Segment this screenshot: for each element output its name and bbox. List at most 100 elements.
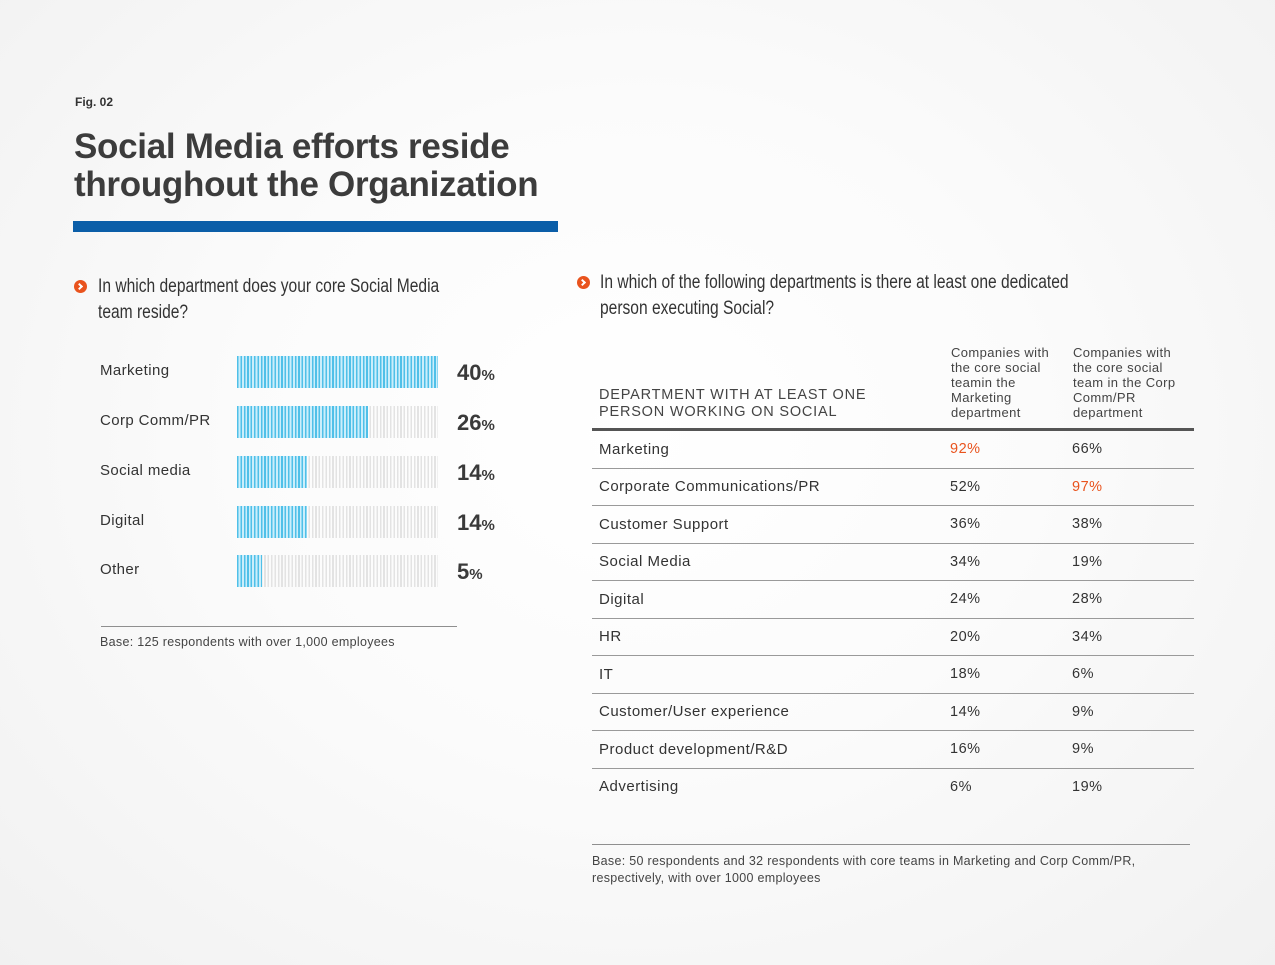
left-question: In which department does your core Socia… — [98, 274, 524, 326]
department-cell: IT — [592, 655, 944, 694]
left-base-note: Base: 125 respondents with over 1,000 em… — [100, 635, 395, 649]
department-cell: Customer/User experience — [592, 693, 944, 731]
bar-value-unit: % — [481, 467, 495, 484]
bar — [237, 555, 262, 587]
table-row: Customer/User experience 14% 9% — [592, 693, 1194, 731]
table-row: IT 18% 6% — [592, 655, 1194, 694]
percentage-cell: 6% — [950, 778, 972, 795]
bar-track — [237, 406, 438, 438]
right-question-line-2: person executing Social? — [600, 298, 775, 319]
bar-value-label: 5% — [457, 559, 483, 585]
title-accent-rule — [73, 221, 558, 232]
percentage-cell: 92% — [944, 429, 1066, 469]
chevron-right-bullet-icon — [577, 276, 590, 289]
bar-value-unit: % — [481, 517, 495, 534]
bar-value-number: 5 — [457, 559, 470, 584]
bar-row: Digital 14% — [100, 506, 520, 540]
bar — [237, 406, 368, 438]
bar-row: Marketing 40% — [100, 356, 520, 390]
left-question-line-1: In which department does your core Socia… — [98, 276, 440, 297]
percentage-cell: 38% — [1066, 505, 1194, 544]
bar-label: Social media — [100, 462, 191, 479]
left-divider — [101, 626, 457, 627]
bar-value-label: 26% — [457, 410, 495, 436]
percentage-cell: 34% — [1066, 618, 1194, 656]
department-cell: Advertising — [599, 778, 679, 796]
bar — [237, 506, 307, 538]
department-cell: Product development/R&D — [592, 730, 944, 769]
department-cell: Corporate Communications/PR — [592, 468, 944, 506]
bar-value-label: 14% — [457, 510, 495, 536]
right-base-note: Base: 50 respondents and 32 respondents … — [592, 853, 1232, 887]
bar-row: Corp Comm/PR 26% — [100, 406, 520, 440]
department-cell: Customer Support — [592, 505, 944, 544]
percentage-cell: 6% — [1066, 655, 1194, 694]
table-row: Product development/R&D 16% 9% — [592, 730, 1194, 769]
department-table: DEPARTMENT WITH AT LEAST ONE PERSON WORKI… — [592, 340, 1194, 805]
table-body: Marketing 92% 66% Corporate Communications/… — [592, 429, 1194, 806]
table-row: Customer Support 36% 38% — [592, 505, 1194, 544]
bar-label: Corp Comm/PR — [100, 412, 211, 429]
column-header: DEPARTMENT WITH AT LEAST ONE PERSON WORKI… — [592, 340, 944, 431]
percentage-cell: 52% — [944, 468, 1066, 506]
right-question-line-1: In which of the following departments is… — [600, 272, 1069, 293]
bar-track — [237, 555, 438, 587]
percentage-cell: 36% — [944, 505, 1066, 544]
column-header: Companies with the core social teamin the M… — [944, 340, 1066, 431]
right-base-note-line-2: respectively, with over 1000 employees — [592, 871, 821, 885]
percentage-cell: 19% — [1066, 543, 1194, 581]
table-row: Corporate Communications/PR 52% 97% — [592, 468, 1194, 506]
percentage-cell: 14% — [944, 693, 1066, 731]
department-cell: Digital — [592, 580, 944, 619]
percentage-cell: 9% — [1066, 730, 1194, 769]
bar-value-unit: % — [469, 566, 483, 583]
bar-value-number: 40 — [457, 360, 482, 385]
bar-value-unit: % — [481, 417, 495, 434]
percentage-cell: 28% — [1066, 580, 1194, 619]
bar-track — [237, 506, 438, 538]
department-cell: Social Media — [592, 543, 944, 581]
chevron-right-bullet-icon — [74, 280, 87, 293]
bar-value-unit: % — [481, 367, 495, 384]
bar-value-label: 40% — [457, 360, 495, 386]
bar — [237, 356, 438, 388]
bar-label: Marketing — [100, 362, 170, 379]
page-title-line-2: throughout the Organization — [74, 165, 539, 204]
right-question: In which of the following departments is… — [600, 270, 1190, 322]
bar-value-number: 14 — [457, 460, 482, 485]
bar-label: Digital — [100, 512, 145, 529]
percentage-cell: 19% — [1072, 778, 1103, 795]
percentage-cell: 20% — [944, 618, 1066, 656]
page-title-line-1: Social Media efforts reside — [74, 127, 510, 166]
department-cell: Marketing — [592, 429, 944, 469]
percentage-cell: 9% — [1066, 693, 1194, 731]
bar-track — [237, 456, 438, 488]
table-row: Social Media 34% 19% — [592, 543, 1194, 581]
bar-label: Other — [100, 561, 140, 578]
left-question-line-2: team reside? — [98, 302, 189, 323]
bar-value-number: 26 — [457, 410, 482, 435]
right-base-note-line-1: Base: 50 respondents and 32 respondents … — [592, 854, 1136, 868]
table-header-row: DEPARTMENT WITH AT LEAST ONE PERSON WORKI… — [592, 340, 1194, 431]
page-title: Social Media efforts reside throughout t… — [74, 128, 634, 204]
bar — [237, 456, 307, 488]
bar-track — [237, 356, 438, 388]
figure-label: Fig. 02 — [75, 95, 114, 109]
department-cell: HR — [592, 618, 944, 656]
percentage-cell: 34% — [944, 543, 1066, 581]
bar-value-number: 14 — [457, 510, 482, 535]
column-header: Companies with the core social team in the… — [1066, 340, 1194, 431]
table-row: HR 20% 34% — [592, 618, 1194, 656]
table-row: Marketing 92% 66% — [592, 429, 1194, 469]
percentage-cell: 24% — [944, 580, 1066, 619]
percentage-cell: 18% — [944, 655, 1066, 694]
bar-row: Social media 14% — [100, 456, 520, 490]
bar-row: Other 5% — [100, 555, 520, 589]
table-row: Digital 24% 28% — [592, 580, 1194, 619]
percentage-cell: 97% — [1066, 468, 1194, 506]
table-row: Advertising 6% 19% — [592, 768, 1194, 805]
bar-value-label: 14% — [457, 460, 495, 486]
right-divider — [592, 844, 1190, 845]
percentage-cell: 16% — [944, 730, 1066, 769]
percentage-cell: 66% — [1066, 429, 1194, 469]
